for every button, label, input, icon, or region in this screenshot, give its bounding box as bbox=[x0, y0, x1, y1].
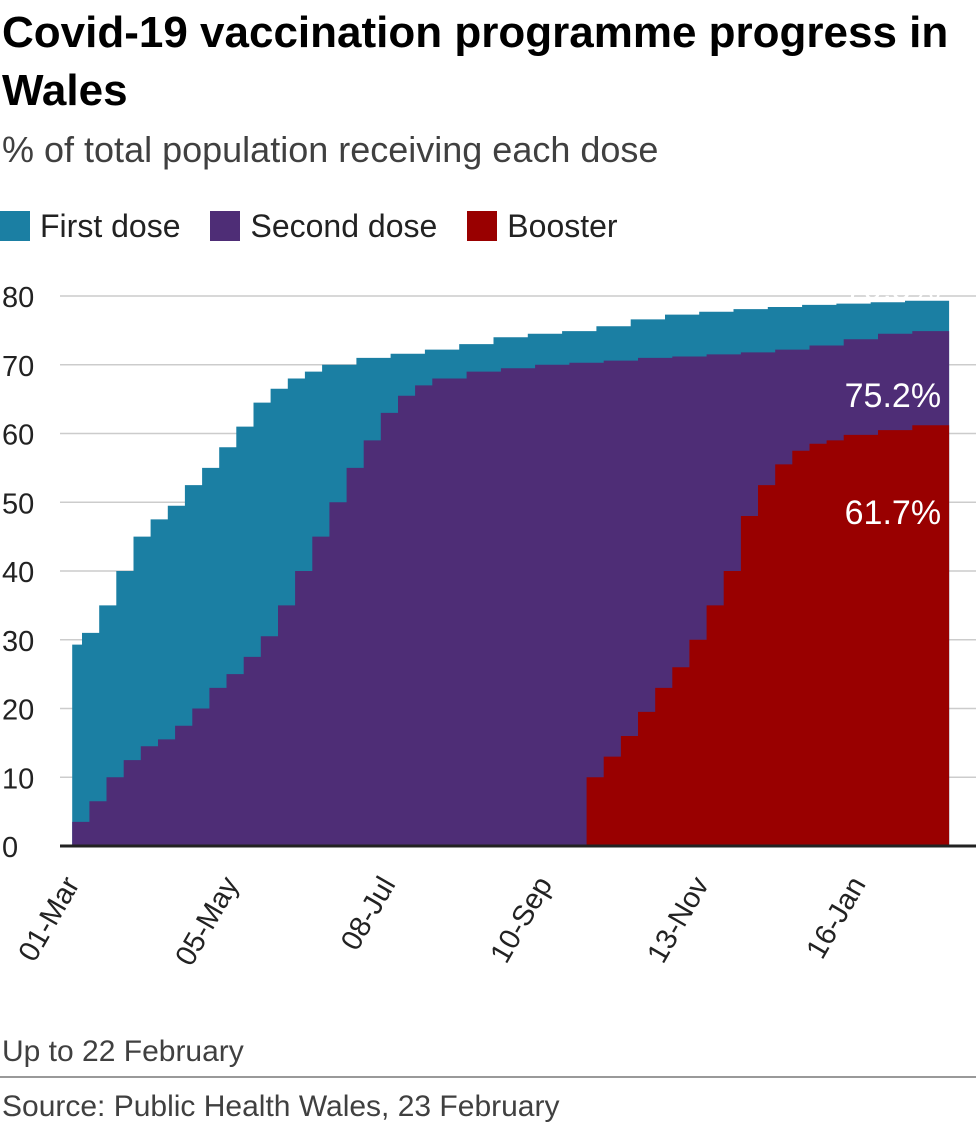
y-tick-label-80: 80 bbox=[2, 282, 34, 314]
legend-swatch-booster bbox=[467, 211, 498, 241]
x-tick-label-08-jul: 08-Jul bbox=[335, 872, 402, 956]
y-tick-label-70: 70 bbox=[2, 351, 34, 383]
x-tick-label-10-sep: 10-Sep bbox=[485, 871, 559, 968]
y-tick-label-0: 0 bbox=[2, 832, 18, 864]
legend-label-second-dose: Second dose bbox=[250, 207, 438, 244]
area-booster bbox=[586, 421, 950, 846]
y-tick-label-30: 30 bbox=[2, 626, 34, 658]
x-tick-label-01-mar: 01-Mar bbox=[13, 871, 87, 967]
legend-item-booster: Booster bbox=[467, 207, 618, 245]
y-tick-label-50: 50 bbox=[2, 488, 34, 520]
x-tick-label-13-nov: 13-Nov bbox=[641, 871, 716, 968]
y-tick-label-60: 60 bbox=[2, 420, 34, 452]
value-label-booster: 61.7% bbox=[845, 494, 941, 532]
y-tick-label-10: 10 bbox=[2, 763, 34, 795]
chart-plot: 0 10 20 30 40 50 60 70 80 01-Mar 05-May 08-Jul 10-Se… bbox=[2, 270, 976, 971]
legend: First dose Second dose Booster bbox=[0, 204, 648, 248]
legend-swatch-first-dose bbox=[0, 211, 30, 241]
x-tick-label-05-may: 05-May bbox=[169, 871, 245, 971]
legend-item-first-dose: First dose bbox=[0, 208, 180, 245]
y-tick-label-20: 20 bbox=[2, 695, 34, 727]
footer-divider bbox=[0, 1076, 976, 1078]
x-tick-label-16-jan: 16-Jan bbox=[800, 871, 872, 964]
chart-subtitle: % of total population receiving each dos… bbox=[2, 129, 659, 170]
y-tick-label-40: 40 bbox=[2, 557, 34, 589]
value-label-second-dose: 75.2% bbox=[845, 377, 941, 415]
footnote: Up to 22 February bbox=[2, 1035, 244, 1068]
legend-label-booster: Booster bbox=[507, 207, 618, 244]
value-label-first-dose: 79.5% bbox=[845, 270, 941, 307]
legend-item-second-dose: Second dose bbox=[210, 208, 437, 245]
source-note: Source: Public Health Wales, 23 February bbox=[2, 1090, 560, 1123]
chart-title: Covid-19 vaccination programme progress … bbox=[2, 8, 949, 115]
legend-label-first-dose: First dose bbox=[40, 207, 181, 244]
legend-swatch-second-dose bbox=[210, 211, 241, 241]
